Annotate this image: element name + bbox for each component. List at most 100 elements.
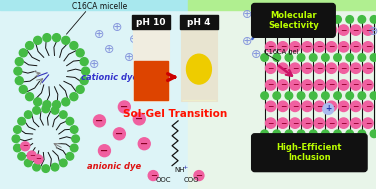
Circle shape [302,101,312,112]
Text: +: + [183,165,187,170]
Text: −: − [268,81,274,89]
Text: −: − [304,119,310,128]
Text: ⊕: ⊕ [368,25,378,38]
Circle shape [334,92,341,99]
Text: −: − [316,64,322,73]
Text: ⊕: ⊕ [253,21,264,34]
Text: −: − [280,64,286,73]
Circle shape [314,63,324,73]
Circle shape [18,117,25,125]
Circle shape [326,118,337,128]
Circle shape [310,54,317,61]
Circle shape [34,98,42,106]
Text: −: − [316,119,322,128]
Circle shape [290,101,300,112]
Circle shape [93,115,105,127]
Circle shape [363,42,373,52]
Text: ⊕: ⊕ [112,21,122,34]
Circle shape [302,42,312,52]
Circle shape [27,151,36,160]
Text: −: − [341,64,347,73]
Circle shape [273,130,280,138]
Circle shape [59,111,67,118]
Circle shape [265,118,276,128]
Circle shape [14,144,21,152]
Circle shape [351,101,361,112]
Text: −: − [328,64,335,73]
Text: ⊕: ⊕ [250,48,261,61]
Text: −: − [292,26,298,35]
Text: pH 4: pH 4 [187,18,211,27]
Text: −: − [341,26,347,35]
Text: −: − [365,102,371,111]
Circle shape [363,118,373,128]
Circle shape [290,42,300,52]
Text: ⊕: ⊕ [129,33,139,46]
Text: C16CA micelle: C16CA micelle [72,2,127,11]
Circle shape [42,105,50,113]
Text: −: − [341,81,347,89]
Circle shape [261,130,268,138]
Circle shape [62,36,70,44]
Text: −: − [195,171,203,180]
Circle shape [76,85,84,93]
Circle shape [26,42,34,50]
Text: −: − [22,143,28,149]
Circle shape [370,16,378,23]
Text: −: − [280,26,286,35]
Text: −: − [328,119,335,128]
Text: OOC: OOC [155,177,171,183]
Circle shape [326,42,337,52]
Ellipse shape [186,54,211,84]
Circle shape [34,155,43,164]
Text: ⊕: ⊕ [242,35,252,48]
Text: −: − [268,26,274,35]
Circle shape [12,135,20,143]
Circle shape [351,63,361,73]
Bar [188,1,376,10]
Text: ⊕: ⊕ [124,51,135,64]
Text: −: − [316,81,322,89]
Circle shape [273,54,280,61]
Text: −: − [328,26,335,35]
Text: −: − [292,42,298,51]
Text: −: − [268,64,274,73]
Text: −: − [95,116,104,126]
Circle shape [43,101,51,108]
Circle shape [334,54,341,61]
Circle shape [62,98,70,106]
Text: −: − [365,81,371,89]
Circle shape [314,118,324,128]
Bar [0,1,188,188]
Circle shape [265,80,276,90]
Text: C16CA gel: C16CA gel [263,49,298,55]
Circle shape [326,101,337,112]
Circle shape [363,25,373,35]
Text: +: + [325,105,332,113]
Circle shape [297,92,305,99]
Text: −: − [341,119,347,128]
Text: −: − [150,171,157,180]
Circle shape [302,118,312,128]
Text: High-Efficient
Inclusion: High-Efficient Inclusion [277,143,342,162]
Circle shape [80,58,88,66]
Circle shape [265,42,276,52]
Circle shape [358,130,366,138]
Circle shape [358,16,366,23]
Text: −: − [353,81,359,89]
Circle shape [302,63,312,73]
Circle shape [194,171,204,180]
Circle shape [290,80,300,90]
Circle shape [278,80,288,90]
Circle shape [118,101,130,113]
Circle shape [322,130,329,138]
Circle shape [265,25,276,35]
Circle shape [66,153,74,160]
Circle shape [370,54,378,61]
Circle shape [285,16,293,23]
Bar [181,29,217,101]
Circle shape [72,135,79,143]
Circle shape [314,25,324,35]
Circle shape [338,42,349,52]
Circle shape [21,142,29,151]
